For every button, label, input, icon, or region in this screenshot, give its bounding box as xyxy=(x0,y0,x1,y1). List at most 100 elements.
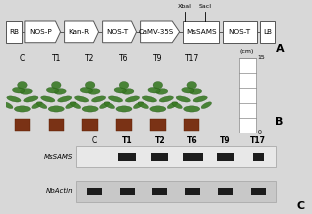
Ellipse shape xyxy=(54,89,66,94)
Ellipse shape xyxy=(133,102,144,109)
Text: MsSAMS: MsSAMS xyxy=(44,154,73,160)
Ellipse shape xyxy=(7,96,21,102)
Ellipse shape xyxy=(138,102,149,109)
FancyBboxPatch shape xyxy=(252,153,264,160)
Text: T9: T9 xyxy=(153,54,163,63)
Ellipse shape xyxy=(80,88,92,93)
Ellipse shape xyxy=(75,96,89,102)
FancyBboxPatch shape xyxy=(218,188,233,195)
Ellipse shape xyxy=(184,106,200,112)
Text: 0: 0 xyxy=(257,130,261,135)
Text: XbaI: XbaI xyxy=(178,4,192,9)
Ellipse shape xyxy=(148,88,160,93)
Ellipse shape xyxy=(88,89,100,94)
Ellipse shape xyxy=(125,96,139,102)
Text: T1: T1 xyxy=(122,136,133,145)
FancyBboxPatch shape xyxy=(82,119,98,131)
Ellipse shape xyxy=(193,96,207,102)
Ellipse shape xyxy=(51,82,61,89)
Polygon shape xyxy=(65,21,99,43)
FancyBboxPatch shape xyxy=(116,119,132,131)
FancyBboxPatch shape xyxy=(150,119,166,131)
Text: (cm): (cm) xyxy=(240,49,254,54)
Text: B: B xyxy=(275,117,283,127)
Ellipse shape xyxy=(12,88,25,93)
Ellipse shape xyxy=(114,88,126,93)
FancyBboxPatch shape xyxy=(223,21,257,43)
Text: T17: T17 xyxy=(185,54,199,63)
Ellipse shape xyxy=(46,88,59,93)
Ellipse shape xyxy=(20,89,32,94)
Text: C: C xyxy=(92,136,97,145)
Text: RB: RB xyxy=(9,29,19,35)
Ellipse shape xyxy=(14,106,31,112)
Ellipse shape xyxy=(187,82,197,89)
Text: NbActin: NbActin xyxy=(46,188,73,194)
FancyBboxPatch shape xyxy=(15,119,30,131)
Text: NOS-T: NOS-T xyxy=(106,29,128,35)
FancyBboxPatch shape xyxy=(119,188,135,195)
Ellipse shape xyxy=(119,82,129,89)
Ellipse shape xyxy=(182,88,194,93)
Ellipse shape xyxy=(48,106,64,112)
Text: CaMV-35S: CaMV-35S xyxy=(139,29,174,35)
Ellipse shape xyxy=(108,96,123,102)
Ellipse shape xyxy=(116,106,132,112)
Ellipse shape xyxy=(2,102,13,109)
FancyBboxPatch shape xyxy=(251,188,266,195)
Ellipse shape xyxy=(122,89,134,94)
Text: T2: T2 xyxy=(154,136,165,145)
FancyBboxPatch shape xyxy=(49,119,64,131)
FancyBboxPatch shape xyxy=(185,188,200,195)
FancyBboxPatch shape xyxy=(152,188,168,195)
FancyBboxPatch shape xyxy=(183,153,203,160)
Ellipse shape xyxy=(159,96,173,102)
Ellipse shape xyxy=(189,89,202,94)
FancyBboxPatch shape xyxy=(151,153,168,160)
Ellipse shape xyxy=(37,102,47,109)
Text: Kan-R: Kan-R xyxy=(68,29,90,35)
Polygon shape xyxy=(25,21,61,43)
Text: T6: T6 xyxy=(187,136,198,145)
Ellipse shape xyxy=(142,96,157,102)
Ellipse shape xyxy=(104,102,115,109)
Ellipse shape xyxy=(176,96,190,102)
Ellipse shape xyxy=(82,106,98,112)
Ellipse shape xyxy=(172,102,182,109)
FancyBboxPatch shape xyxy=(87,188,102,195)
Ellipse shape xyxy=(66,102,76,109)
FancyBboxPatch shape xyxy=(118,153,136,160)
Text: T17: T17 xyxy=(250,136,266,145)
FancyBboxPatch shape xyxy=(76,181,276,202)
FancyBboxPatch shape xyxy=(183,21,219,43)
FancyBboxPatch shape xyxy=(239,58,256,133)
Ellipse shape xyxy=(150,106,166,112)
Text: LB: LB xyxy=(263,29,272,35)
Text: C: C xyxy=(20,54,25,63)
Text: T2: T2 xyxy=(85,54,95,63)
FancyBboxPatch shape xyxy=(6,21,22,43)
FancyBboxPatch shape xyxy=(76,146,276,168)
Ellipse shape xyxy=(24,96,38,102)
Ellipse shape xyxy=(58,96,72,102)
Ellipse shape xyxy=(167,102,178,109)
Polygon shape xyxy=(141,21,180,43)
Ellipse shape xyxy=(85,82,95,89)
Text: A: A xyxy=(276,45,285,54)
Text: C: C xyxy=(296,201,305,211)
FancyBboxPatch shape xyxy=(260,21,275,43)
FancyBboxPatch shape xyxy=(184,119,199,131)
Text: MsSAMS: MsSAMS xyxy=(186,29,217,35)
Text: 15: 15 xyxy=(257,55,265,60)
Ellipse shape xyxy=(100,102,110,109)
Text: NOS-T: NOS-T xyxy=(229,29,251,35)
Ellipse shape xyxy=(91,96,106,102)
Text: T6: T6 xyxy=(119,54,129,63)
Polygon shape xyxy=(103,21,137,43)
Ellipse shape xyxy=(156,89,168,94)
Ellipse shape xyxy=(41,96,55,102)
Ellipse shape xyxy=(153,82,163,89)
Ellipse shape xyxy=(201,102,212,109)
Text: T1: T1 xyxy=(51,54,61,63)
Ellipse shape xyxy=(70,102,81,109)
